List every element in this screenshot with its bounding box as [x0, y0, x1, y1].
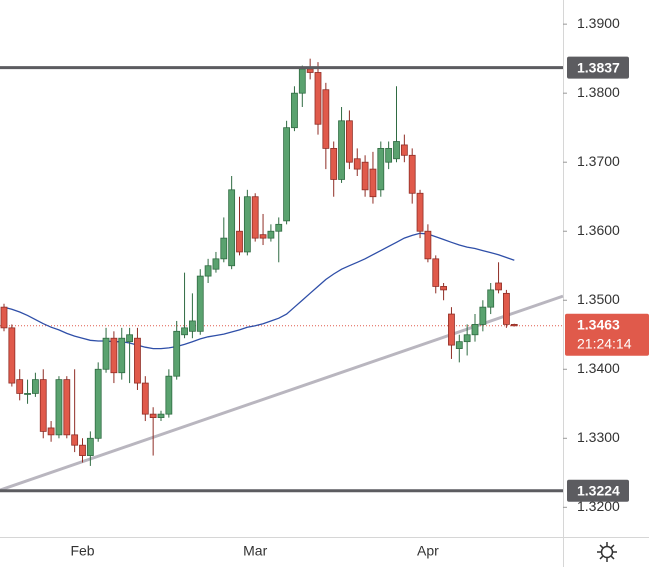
candle-body	[502, 292, 510, 325]
candle-body	[495, 282, 502, 291]
candle-body	[353, 158, 361, 170]
candle-body	[188, 320, 196, 332]
candle-body	[173, 330, 181, 377]
candle-body	[385, 147, 393, 163]
candle-body	[79, 444, 86, 456]
last-price-box	[565, 313, 649, 356]
candle-body	[251, 196, 259, 239]
candle-body	[471, 324, 479, 336]
candle-body	[440, 286, 448, 291]
candle-body	[63, 379, 71, 436]
candle-body	[291, 92, 298, 129]
candle-body	[448, 313, 455, 346]
y-tick-label: 1.3800	[577, 84, 620, 100]
candle-body	[181, 327, 188, 336]
candle-body	[369, 168, 377, 198]
candle-body	[196, 275, 204, 332]
candle-body	[24, 393, 31, 395]
candle-body	[463, 334, 471, 343]
y-tick-label: 1.3400	[577, 360, 620, 376]
candle-body	[243, 196, 251, 253]
candle-body	[165, 375, 173, 415]
candle-body	[94, 368, 102, 439]
candle-body	[141, 382, 149, 415]
settings-icon-spokes	[597, 542, 617, 562]
x-tick-label: Mar	[243, 543, 267, 559]
level-label: 1.3224	[577, 482, 620, 498]
candle-body	[39, 379, 47, 432]
candle-body	[424, 230, 432, 260]
candle-body	[0, 306, 8, 329]
candle-body	[259, 234, 267, 239]
candle-body	[204, 265, 212, 277]
y-tick-label: 1.3300	[577, 429, 620, 445]
countdown-label: 21:24:14	[577, 335, 632, 351]
candle-body	[149, 413, 157, 418]
candle-body	[416, 192, 424, 232]
y-tick-label: 1.3600	[577, 222, 620, 238]
candle-body	[220, 237, 228, 260]
candle-body	[212, 258, 220, 270]
candle-body	[400, 144, 408, 156]
settings-icon[interactable]	[597, 542, 617, 562]
candle-body	[314, 72, 322, 125]
candle-body	[361, 161, 369, 191]
candle-body	[408, 154, 416, 194]
level-label-box	[567, 56, 629, 79]
candle-body	[377, 147, 385, 191]
candle-body	[283, 127, 291, 222]
level-label-box	[567, 479, 629, 502]
level-label: 1.3837	[577, 59, 620, 75]
candle-body	[32, 379, 39, 394]
candle-body	[479, 306, 487, 325]
candle-body	[345, 120, 353, 163]
y-tick-label: 1.3900	[577, 15, 620, 31]
candle-body	[110, 337, 118, 374]
candle-body	[330, 147, 338, 180]
candle-body	[134, 337, 141, 384]
y-tick-label: 1.3700	[577, 153, 620, 169]
candle-body	[487, 289, 495, 308]
candle-body	[298, 68, 306, 94]
candle-body	[432, 258, 440, 287]
candle-body	[16, 379, 24, 394]
candle-body	[47, 427, 55, 436]
settings-icon-ring	[600, 545, 614, 559]
y-tick-label: 1.3200	[577, 498, 620, 514]
x-tick-label: Apr	[417, 543, 439, 559]
candle-body	[338, 120, 345, 180]
y-tick-label: 1.3500	[577, 291, 620, 307]
candle-body	[8, 327, 16, 384]
candle-body	[118, 337, 126, 374]
candle-body	[55, 379, 63, 436]
candle-body	[71, 434, 79, 446]
candle-body	[455, 341, 463, 349]
candle-body	[393, 141, 400, 160]
candle-body	[322, 89, 330, 149]
candle-body	[102, 337, 110, 370]
candle-body	[126, 334, 133, 343]
candle-body	[306, 68, 314, 73]
candle-body	[86, 437, 94, 456]
plot-area	[0, 58, 564, 492]
x-tick-label: Feb	[70, 543, 94, 559]
candle-body	[228, 189, 236, 267]
candle-body	[510, 324, 518, 327]
candle-body	[157, 413, 165, 418]
candle-body	[236, 230, 243, 253]
candle-body	[275, 223, 283, 232]
trendline	[0, 294, 564, 492]
candle-body	[267, 230, 275, 239]
last-price-label: 1.3463	[577, 316, 620, 332]
